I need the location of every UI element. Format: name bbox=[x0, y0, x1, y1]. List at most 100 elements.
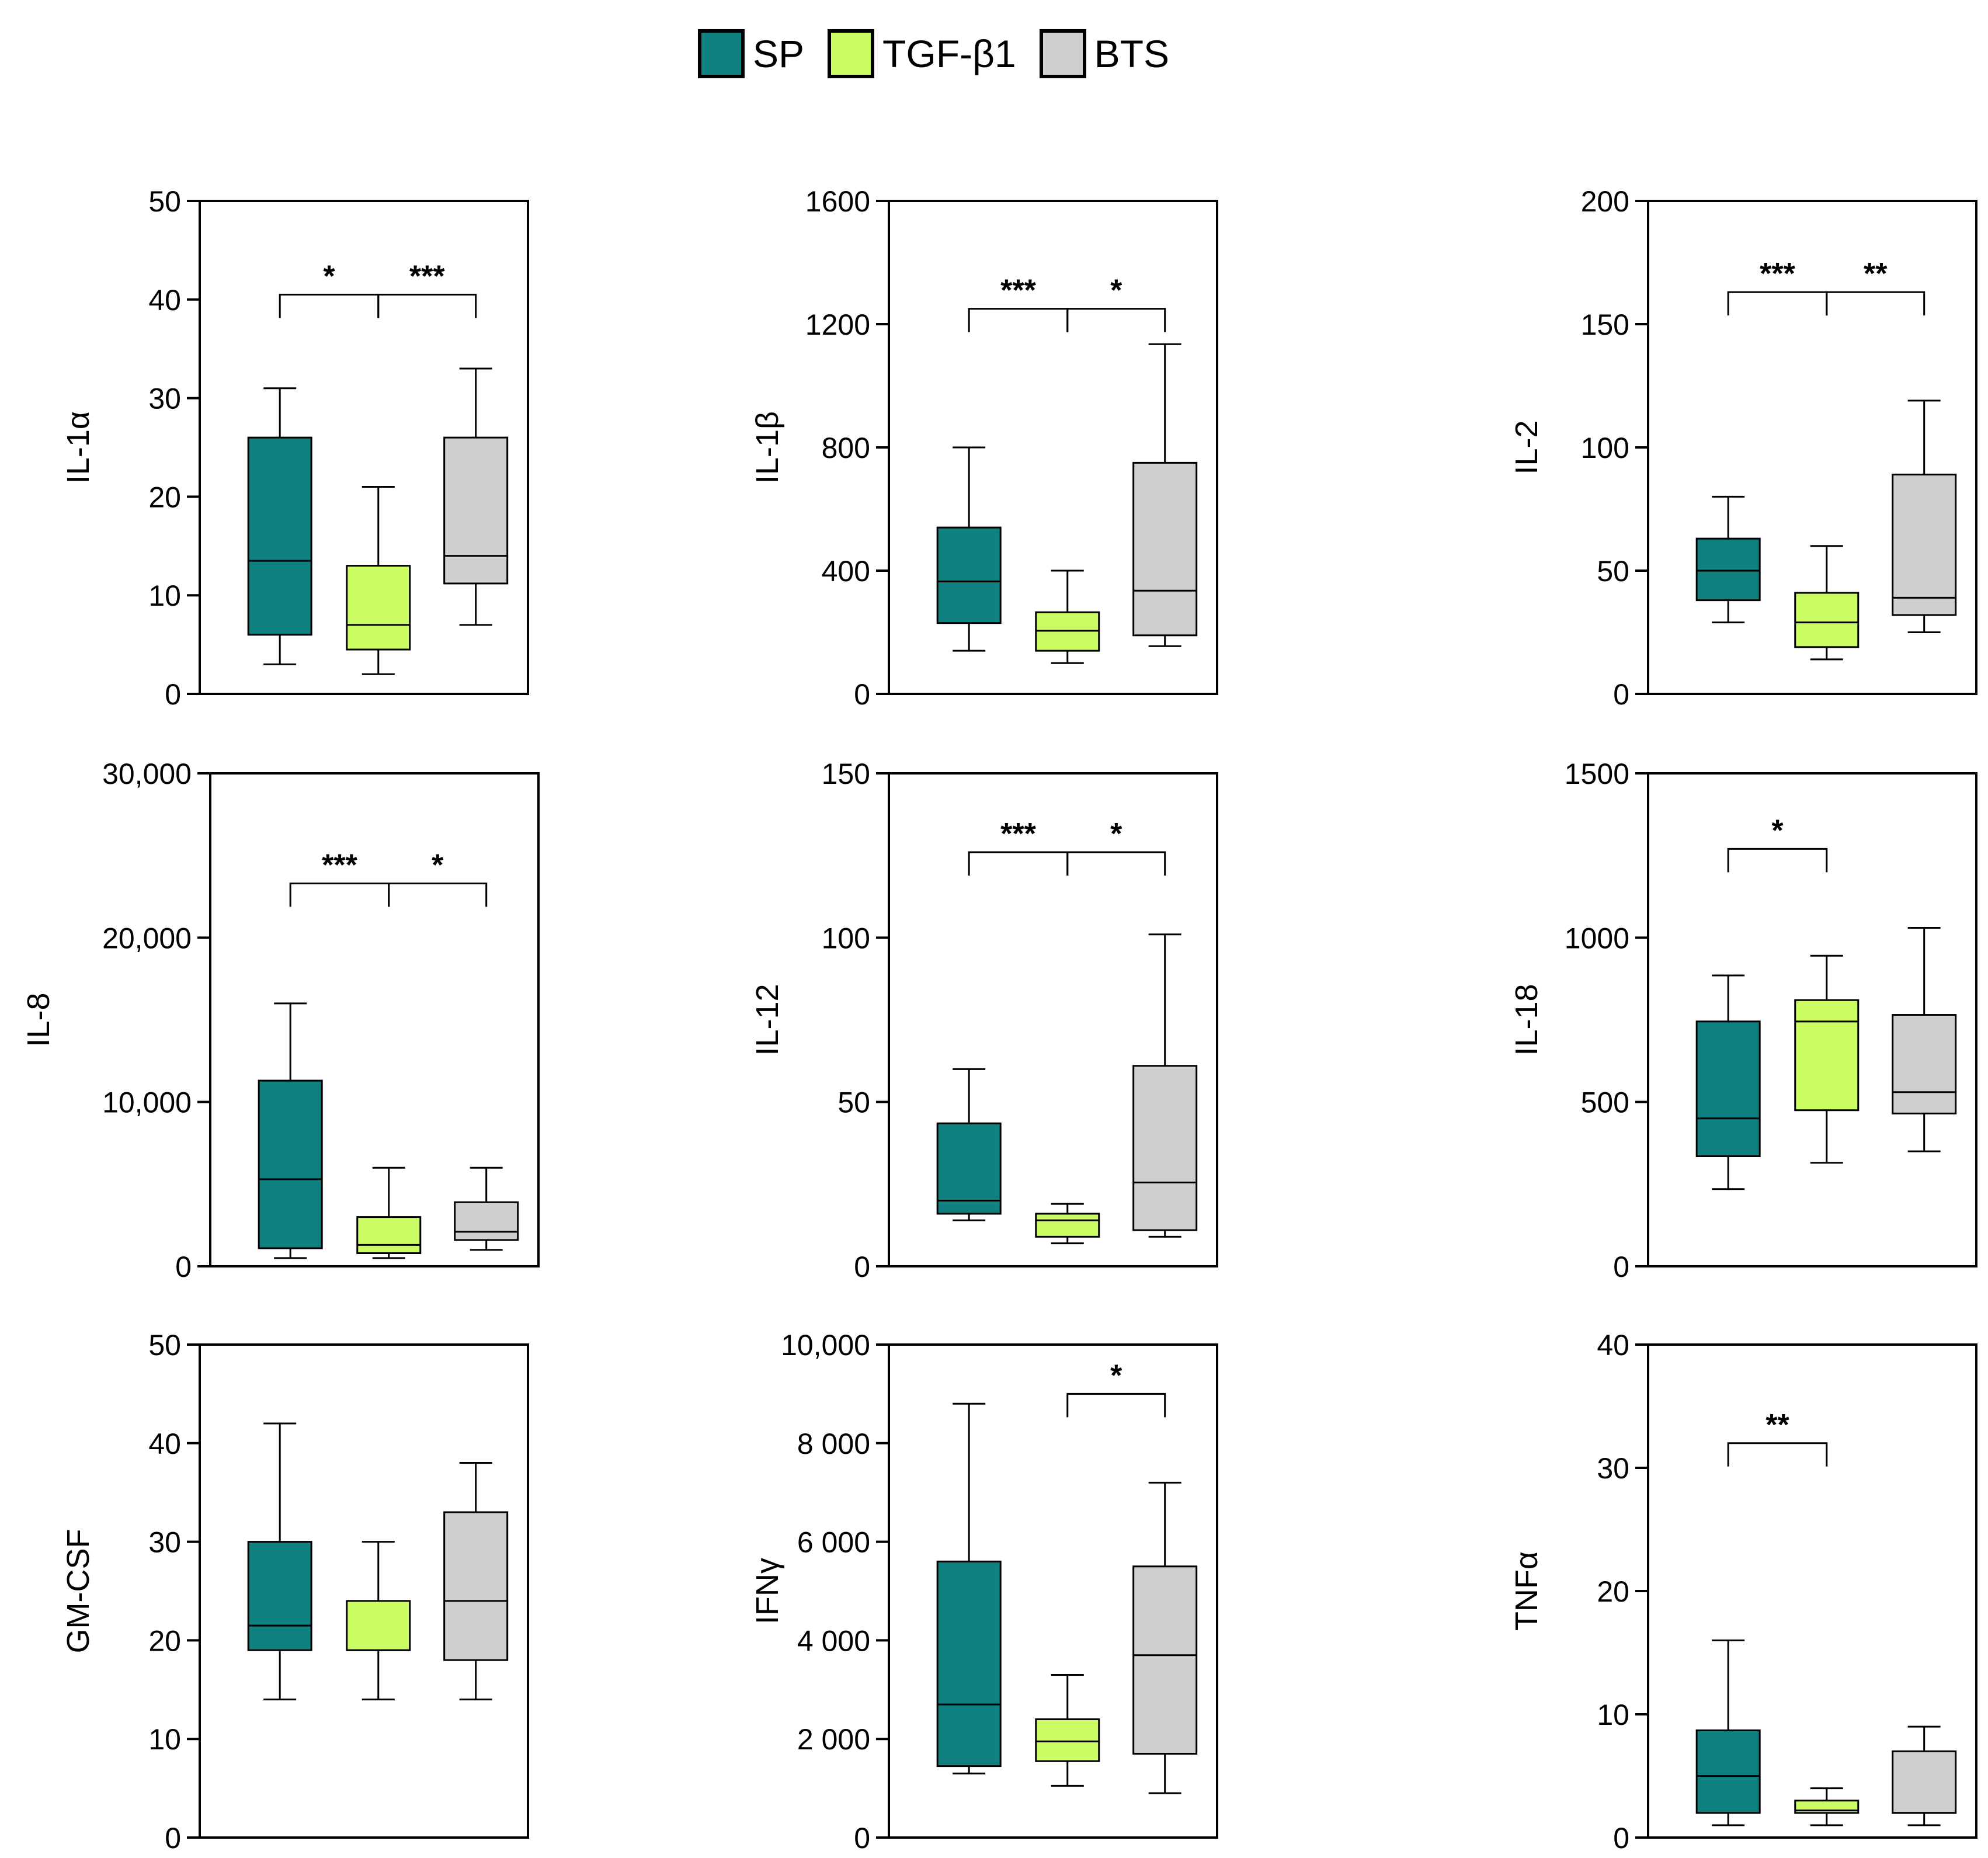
y-tick-label: 1500 bbox=[1565, 758, 1629, 790]
legend-item-bts: BTS bbox=[1039, 29, 1169, 78]
significance-label: * bbox=[432, 848, 444, 882]
y-tick-label: 8 000 bbox=[797, 1428, 870, 1460]
box-tnf--tgf1 bbox=[1794, 1787, 1860, 1826]
box-iqr bbox=[1892, 473, 1957, 616]
y-tick-label: 0 bbox=[1613, 1822, 1629, 1854]
y-tick-label: 0 bbox=[854, 1822, 870, 1854]
y-tick-label: 0 bbox=[854, 678, 870, 711]
y-tick-label: 150 bbox=[1581, 308, 1629, 341]
y-tick-label: 500 bbox=[1581, 1086, 1629, 1119]
box-iqr bbox=[1695, 537, 1761, 602]
box-il-12-tgf1 bbox=[1035, 1203, 1100, 1245]
box-il-1--tgf1 bbox=[346, 486, 411, 675]
box-gm-csf-sp bbox=[247, 1422, 312, 1701]
y-axis-label: IL-8 bbox=[21, 992, 56, 1047]
y-tick-label: 40 bbox=[148, 1428, 181, 1460]
box-iqr bbox=[258, 1079, 323, 1249]
bracket-line bbox=[1066, 851, 1166, 876]
legend-swatch-bts bbox=[1039, 29, 1086, 78]
y-tick-label: 1200 bbox=[805, 308, 870, 341]
box-il-1--tgf1 bbox=[1035, 569, 1100, 664]
legend-swatch-tgf bbox=[828, 29, 875, 78]
box-iqr bbox=[936, 1560, 1002, 1767]
significance-label: * bbox=[1110, 274, 1122, 308]
y-tick-label: 30,000 bbox=[102, 758, 192, 790]
y-axis-label: IL-12 bbox=[750, 984, 785, 1055]
y-tick-label: 50 bbox=[148, 185, 181, 218]
significance-bracket: *** bbox=[968, 274, 1069, 332]
box-iqr bbox=[356, 1216, 422, 1254]
box-iqr bbox=[346, 565, 411, 651]
y-tick-label: 100 bbox=[822, 922, 870, 954]
box-iqr bbox=[1132, 1065, 1198, 1231]
box-il-8-tgf1 bbox=[356, 1166, 422, 1259]
significance-label: * bbox=[323, 259, 335, 293]
box-il-18-tgf1 bbox=[1794, 954, 1860, 1164]
legend-swatch-sp bbox=[698, 29, 745, 78]
chart-tnf-: 0 10 20 30 40 TNFα ** bbox=[1509, 1329, 1977, 1854]
box-iqr bbox=[247, 1541, 312, 1651]
box-il-1--sp bbox=[936, 446, 1002, 652]
plot-frame bbox=[199, 1343, 529, 1839]
plot-frame bbox=[209, 772, 540, 1267]
y-tick-label: 10 bbox=[148, 579, 181, 612]
bracket-line bbox=[388, 882, 488, 907]
box-il-2-bts bbox=[1892, 400, 1957, 633]
y-tick-label: 150 bbox=[822, 758, 870, 790]
bracket-line bbox=[1727, 1442, 1828, 1467]
plot-frame bbox=[199, 200, 529, 695]
box-tnf--sp bbox=[1695, 1639, 1761, 1826]
box-iqr bbox=[1892, 1014, 1957, 1114]
y-axis-label: IL-18 bbox=[1509, 984, 1544, 1055]
box-iqr bbox=[454, 1201, 519, 1241]
significance-bracket: * bbox=[388, 848, 488, 907]
box-il-12-bts bbox=[1132, 933, 1198, 1238]
y-axis-label: IL-1α bbox=[61, 411, 96, 484]
significance-label: ** bbox=[1864, 257, 1888, 291]
box-il-1--bts bbox=[443, 367, 509, 626]
y-tick-label: 20,000 bbox=[102, 922, 192, 954]
y-tick-label: 50 bbox=[148, 1329, 181, 1362]
bracket-line bbox=[1066, 1392, 1166, 1418]
legend-label-tgf: TGF-β1 bbox=[882, 32, 1016, 75]
y-tick-label: 20 bbox=[1597, 1575, 1629, 1608]
box-iqr bbox=[1132, 1565, 1198, 1755]
box-il-1--sp bbox=[247, 387, 312, 665]
significance-bracket: * bbox=[279, 259, 380, 318]
bracket-line bbox=[289, 882, 390, 907]
y-tick-label: 40 bbox=[1597, 1329, 1629, 1362]
significance-label: * bbox=[1771, 814, 1784, 848]
box-ifn--bts bbox=[1132, 1481, 1198, 1794]
y-tick-label: 200 bbox=[1581, 185, 1629, 218]
y-tick-label: 20 bbox=[148, 481, 181, 513]
box-iqr bbox=[443, 1511, 509, 1661]
significance-bracket: * bbox=[1066, 1359, 1166, 1418]
y-axis-label: IFNγ bbox=[750, 1558, 785, 1624]
box-iqr bbox=[1794, 592, 1860, 648]
y-axis-label: IL-1β bbox=[750, 411, 785, 484]
y-tick-label: 30 bbox=[148, 1526, 181, 1559]
y-tick-label: 10 bbox=[148, 1723, 181, 1756]
y-tick-label: 1000 bbox=[1565, 922, 1629, 954]
legend-item-tgf: TGF-β1 bbox=[828, 29, 1016, 78]
bracket-line bbox=[1066, 308, 1166, 332]
significance-label: *** bbox=[409, 259, 445, 293]
y-tick-label: 400 bbox=[822, 555, 870, 588]
y-tick-label: 2 000 bbox=[797, 1723, 870, 1756]
box-iqr bbox=[1892, 1750, 1957, 1814]
box-iqr bbox=[346, 1600, 411, 1651]
box-gm-csf-bts bbox=[443, 1462, 509, 1701]
bracket-line bbox=[968, 308, 1069, 332]
box-iqr bbox=[1035, 1213, 1100, 1238]
bracket-line bbox=[279, 293, 380, 318]
y-tick-label: 0 bbox=[165, 678, 181, 711]
plot-frame bbox=[888, 772, 1218, 1267]
significance-label: * bbox=[1110, 817, 1122, 851]
box-iqr bbox=[936, 1122, 1002, 1215]
box-iqr bbox=[1794, 999, 1860, 1112]
box-iqr bbox=[1695, 1729, 1761, 1814]
